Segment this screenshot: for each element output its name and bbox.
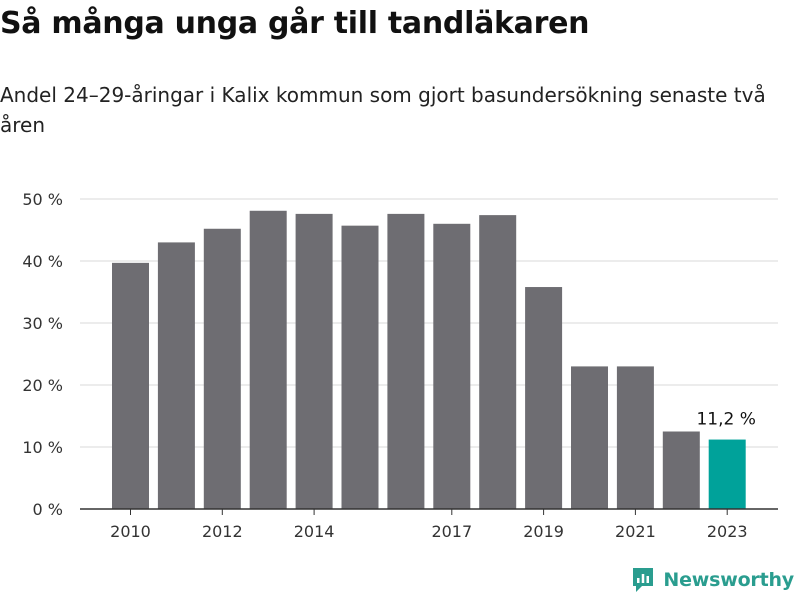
bar xyxy=(662,431,700,509)
x-tick-label: 2017 xyxy=(431,522,472,541)
bar xyxy=(112,262,149,509)
x-tick-label: 2021 xyxy=(615,522,656,541)
y-tick-label: 30 % xyxy=(22,314,63,333)
chart-subtitle: Andel 24–29-åringar i Kalix kommun som g… xyxy=(0,83,766,137)
bar xyxy=(387,213,425,509)
annotations: 11,2 % xyxy=(696,410,755,430)
bar xyxy=(249,210,287,509)
newsworthy-icon xyxy=(633,568,654,592)
bar xyxy=(479,215,517,509)
y-tick-label: 20 % xyxy=(22,376,63,395)
brand-logo: Newsworthy xyxy=(631,566,794,594)
x-tick-label: 2023 xyxy=(707,522,748,541)
y-axis-labels: 0 % 10 % 20 % 30 % 40 % 50 % xyxy=(22,190,63,519)
highlighted-bar xyxy=(708,439,746,509)
bar xyxy=(616,366,654,509)
x-tick-label: 2014 xyxy=(294,522,335,541)
y-tick-label: 50 % xyxy=(22,190,63,209)
y-tick-label: 10 % xyxy=(22,438,63,457)
bar xyxy=(433,223,471,510)
x-tick-label: 2010 xyxy=(110,522,151,541)
data-label: 11,2 % xyxy=(696,410,755,430)
bar xyxy=(203,228,241,509)
bar xyxy=(157,242,195,509)
bar xyxy=(341,225,379,509)
y-tick-label: 40 % xyxy=(22,252,63,271)
bar xyxy=(295,213,333,509)
x-tick-label: 2019 xyxy=(523,522,564,541)
x-tick-label: 2012 xyxy=(202,522,243,541)
bars xyxy=(112,210,746,510)
x-axis: 2010 2012 2014 2017 2019 2021 2023 xyxy=(80,508,778,541)
chart-title: Så många unga går till tandläkaren xyxy=(0,6,590,41)
bar xyxy=(525,287,563,509)
gridlines xyxy=(80,198,778,448)
y-tick-label: 0 % xyxy=(33,500,63,519)
brand-name: Newsworthy xyxy=(663,569,794,591)
bar xyxy=(571,366,608,509)
